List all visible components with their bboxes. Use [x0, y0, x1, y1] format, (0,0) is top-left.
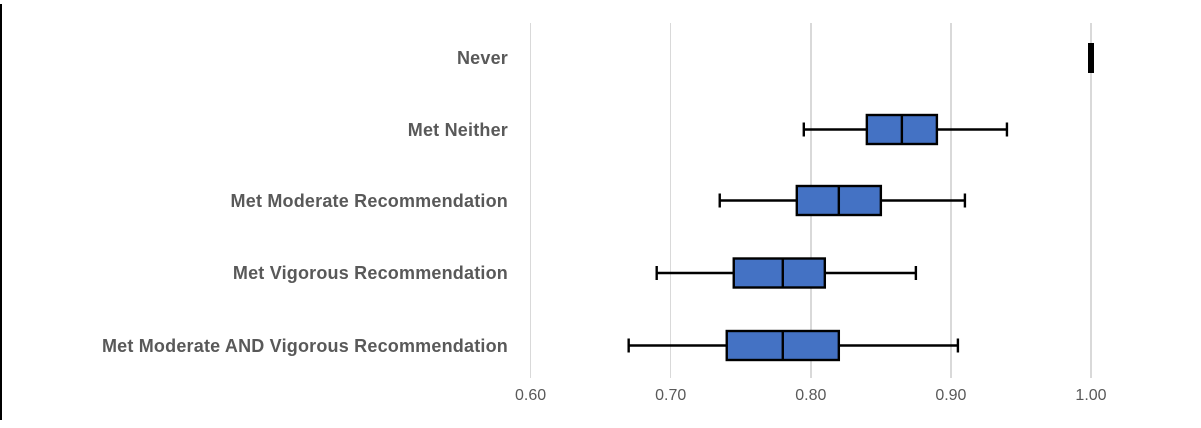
category-label-met-neither: Met Neither [407, 119, 508, 140]
category-label-never: Never [456, 48, 508, 68]
category-label-met-moderate: Met Moderate Recommendation [230, 190, 508, 211]
x-tick-060: 0.60 [515, 387, 547, 404]
box-plot-row-2 [718, 184, 967, 217]
x-tick-090: 0.90 [935, 387, 967, 404]
x-tick-070: 0.70 [655, 387, 687, 404]
left-border-line [0, 4, 2, 420]
x-tick-080: 0.80 [795, 387, 827, 404]
category-label-met-vigorous: Met Vigorous Recommendation [232, 263, 508, 283]
category-label-met-moderate-and-vigorous: Met Moderate AND Vigorous Recommendation [101, 335, 508, 356]
x-tick-100: 1.00 [1075, 387, 1107, 404]
gridline-070 [669, 23, 672, 378]
iqr-box [732, 257, 827, 289]
gridline-060 [529, 23, 532, 378]
box-plot-row-1 [802, 113, 1009, 146]
gridline-100 [1090, 23, 1092, 378]
degenerate-bar [1088, 43, 1094, 73]
box-plot-row-0 [1088, 43, 1094, 73]
box-plot-row-3 [655, 257, 918, 289]
box-plot-row-4 [627, 329, 960, 362]
